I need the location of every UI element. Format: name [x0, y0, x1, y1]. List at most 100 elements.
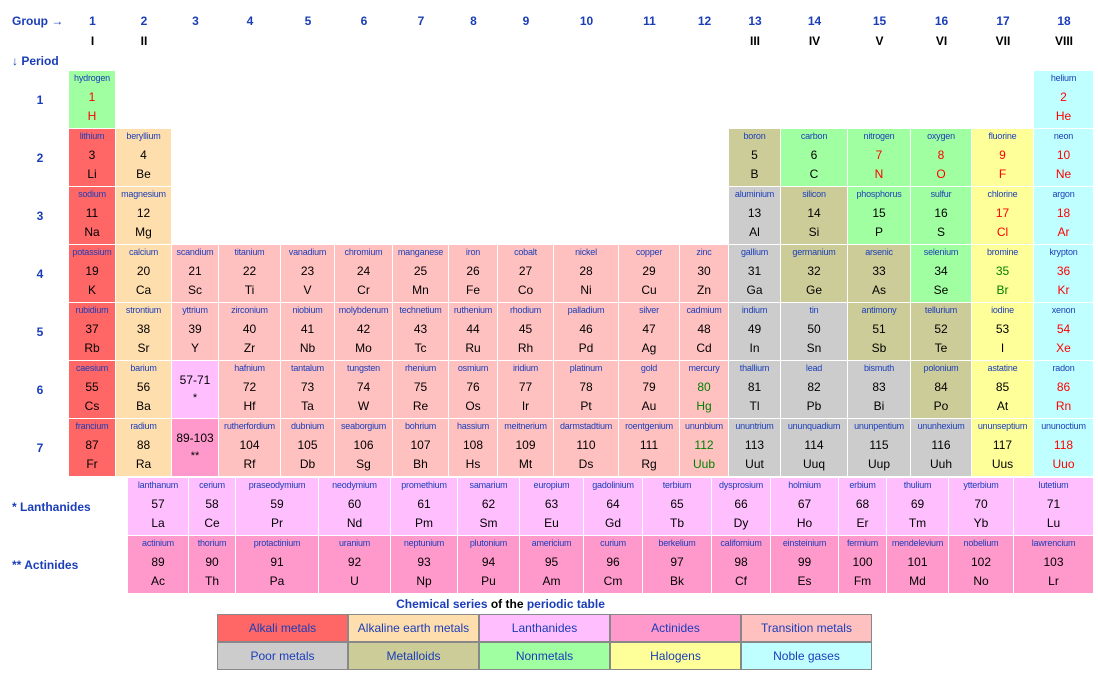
element-manganese[interactable]: manganese 25 Mn: [393, 245, 449, 303]
element-dysprosium[interactable]: dysprosium 66 Dy: [712, 478, 771, 536]
legend-halogen[interactable]: Halogens: [610, 642, 741, 670]
element-holmium[interactable]: holmium 67 Ho: [771, 478, 839, 536]
element-lithium[interactable]: lithium 3 Li: [69, 129, 116, 187]
element-bohrium[interactable]: bohrium 107 Bh: [393, 419, 449, 477]
element-samarium[interactable]: samarium 62 Sm: [458, 478, 520, 536]
element-oxygen[interactable]: oxygen 8 O: [911, 129, 972, 187]
element-radon[interactable]: radon 86 Rn: [1034, 361, 1094, 419]
element-tungsten[interactable]: tungsten 74 W: [335, 361, 393, 419]
element-darmstadtium[interactable]: darmstadtium 110 Ds: [554, 419, 619, 477]
element-thulium[interactable]: thulium 69 Tm: [887, 478, 949, 536]
element-lawrencium[interactable]: lawrencium 103 Lr: [1014, 536, 1094, 594]
element-sulfur[interactable]: sulfur 16 S: [911, 187, 972, 245]
element-zirconium[interactable]: zirconium 40 Zr: [219, 303, 281, 361]
element-sodium[interactable]: sodium 11 Na: [69, 187, 116, 245]
element-erbium[interactable]: erbium 68 Er: [839, 478, 887, 536]
element-protactinium[interactable]: protactinium 91 Pa: [236, 536, 319, 594]
element-uranium[interactable]: uranium 92 U: [319, 536, 391, 594]
element-seaborgium[interactable]: seaborgium 106 Sg: [335, 419, 393, 477]
element-radium[interactable]: radium 88 Ra: [116, 419, 172, 477]
element-osmium[interactable]: osmium 76 Os: [449, 361, 498, 419]
element-technetium[interactable]: technetium 43 Tc: [393, 303, 449, 361]
element-europium[interactable]: europium 63 Eu: [520, 478, 584, 536]
element-americium[interactable]: americium 95 Am: [520, 536, 584, 594]
element-argon[interactable]: argon 18 Ar: [1034, 187, 1094, 245]
element-ruthenium[interactable]: ruthenium 44 Ru: [449, 303, 498, 361]
element-silver[interactable]: silver 47 Ag: [619, 303, 680, 361]
actinides-placeholder[interactable]: 89-103 **: [172, 419, 219, 477]
element-calcium[interactable]: calcium 20 Ca: [116, 245, 172, 303]
element-gallium[interactable]: gallium 31 Ga: [729, 245, 781, 303]
element-helium[interactable]: helium 2 He: [1034, 71, 1094, 129]
element-zinc[interactable]: zinc 30 Zn: [680, 245, 729, 303]
element-berkelium[interactable]: berkelium 97 Bk: [643, 536, 712, 594]
element-carbon[interactable]: carbon 6 C: [781, 129, 848, 187]
element-potassium[interactable]: potassium 19 K: [69, 245, 116, 303]
element-ununoctium[interactable]: ununoctium 118 Uuo: [1034, 419, 1094, 477]
legend-title-series[interactable]: Chemical series: [396, 597, 488, 611]
element-antimony[interactable]: antimony 51 Sb: [848, 303, 911, 361]
element-thorium[interactable]: thorium 90 Th: [189, 536, 236, 594]
element-nobelium[interactable]: nobelium 102 No: [949, 536, 1014, 594]
element-lanthanum[interactable]: lanthanum 57 La: [128, 478, 189, 536]
element-lutetium[interactable]: lutetium 71 Lu: [1014, 478, 1094, 536]
element-selenium[interactable]: selenium 34 Se: [911, 245, 972, 303]
element-hassium[interactable]: hassium 108 Hs: [449, 419, 498, 477]
element-curium[interactable]: curium 96 Cm: [584, 536, 643, 594]
element-iodine[interactable]: iodine 53 I: [972, 303, 1034, 361]
element-aluminium[interactable]: aluminium 13 Al: [729, 187, 781, 245]
legend-title-table-link[interactable]: periodic table: [526, 597, 605, 611]
element-krypton[interactable]: krypton 36 Kr: [1034, 245, 1094, 303]
element-tantalum[interactable]: tantalum 73 Ta: [281, 361, 335, 419]
element-iridium[interactable]: iridium 77 Ir: [498, 361, 554, 419]
element-barium[interactable]: barium 56 Ba: [116, 361, 172, 419]
element-francium[interactable]: francium 87 Fr: [69, 419, 116, 477]
element-fluorine[interactable]: fluorine 9 F: [972, 129, 1034, 187]
element-boron[interactable]: boron 5 B: [729, 129, 781, 187]
element-terbium[interactable]: terbium 65 Tb: [643, 478, 712, 536]
element-ytterbium[interactable]: ytterbium 70 Yb: [949, 478, 1014, 536]
element-caesium[interactable]: caesium 55 Cs: [69, 361, 116, 419]
element-ununquadium[interactable]: ununquadium 114 Uuq: [781, 419, 848, 477]
element-beryllium[interactable]: beryllium 4 Be: [116, 129, 172, 187]
element-astatine[interactable]: astatine 85 At: [972, 361, 1034, 419]
element-ununbium[interactable]: ununbium 112 Uub: [680, 419, 729, 477]
element-polonium[interactable]: polonium 84 Po: [911, 361, 972, 419]
element-platinum[interactable]: platinum 78 Pt: [554, 361, 619, 419]
element-praseodymium[interactable]: praseodymium 59 Pr: [236, 478, 319, 536]
element-gold[interactable]: gold 79 Au: [619, 361, 680, 419]
element-ununhexium[interactable]: ununhexium 116 Uuh: [911, 419, 972, 477]
element-chlorine[interactable]: chlorine 17 Cl: [972, 187, 1034, 245]
element-scandium[interactable]: scandium 21 Sc: [172, 245, 219, 303]
element-hydrogen[interactable]: hydrogen 1 H: [69, 71, 116, 129]
legend-actinide[interactable]: Actinides: [610, 614, 741, 642]
element-nickel[interactable]: nickel 28 Ni: [554, 245, 619, 303]
element-ununseptium[interactable]: ununseptium 117 Uus: [972, 419, 1034, 477]
element-ununtrium[interactable]: ununtrium 113 Uut: [729, 419, 781, 477]
element-bismuth[interactable]: bismuth 83 Bi: [848, 361, 911, 419]
element-rhodium[interactable]: rhodium 45 Rh: [498, 303, 554, 361]
element-yttrium[interactable]: yttrium 39 Y: [172, 303, 219, 361]
element-xenon[interactable]: xenon 54 Xe: [1034, 303, 1094, 361]
element-mendelevium[interactable]: mendelevium 101 Md: [887, 536, 949, 594]
element-rhenium[interactable]: rhenium 75 Re: [393, 361, 449, 419]
element-iron[interactable]: iron 26 Fe: [449, 245, 498, 303]
element-neon[interactable]: neon 10 Ne: [1034, 129, 1094, 187]
element-phosphorus[interactable]: phosphorus 15 P: [848, 187, 911, 245]
element-hafnium[interactable]: hafnium 72 Hf: [219, 361, 281, 419]
element-promethium[interactable]: promethium 61 Pm: [391, 478, 458, 536]
element-rubidium[interactable]: rubidium 37 Rb: [69, 303, 116, 361]
legend-poor[interactable]: Poor metals: [217, 642, 348, 670]
element-cadmium[interactable]: cadmium 48 Cd: [680, 303, 729, 361]
element-rutherfordium[interactable]: rutherfordium 104 Rf: [219, 419, 281, 477]
legend-metalloid[interactable]: Metalloids: [348, 642, 479, 670]
legend-lanthanide[interactable]: Lanthanides: [479, 614, 610, 642]
element-copper[interactable]: copper 29 Cu: [619, 245, 680, 303]
element-chromium[interactable]: chromium 24 Cr: [335, 245, 393, 303]
legend-nonmetal[interactable]: Nonmetals: [479, 642, 610, 670]
legend-noble[interactable]: Noble gases: [741, 642, 872, 670]
element-tin[interactable]: tin 50 Sn: [781, 303, 848, 361]
element-neptunium[interactable]: neptunium 93 Np: [391, 536, 458, 594]
element-neodymium[interactable]: neodymium 60 Nd: [319, 478, 391, 536]
element-roentgenium[interactable]: roentgenium 111 Rg: [619, 419, 680, 477]
